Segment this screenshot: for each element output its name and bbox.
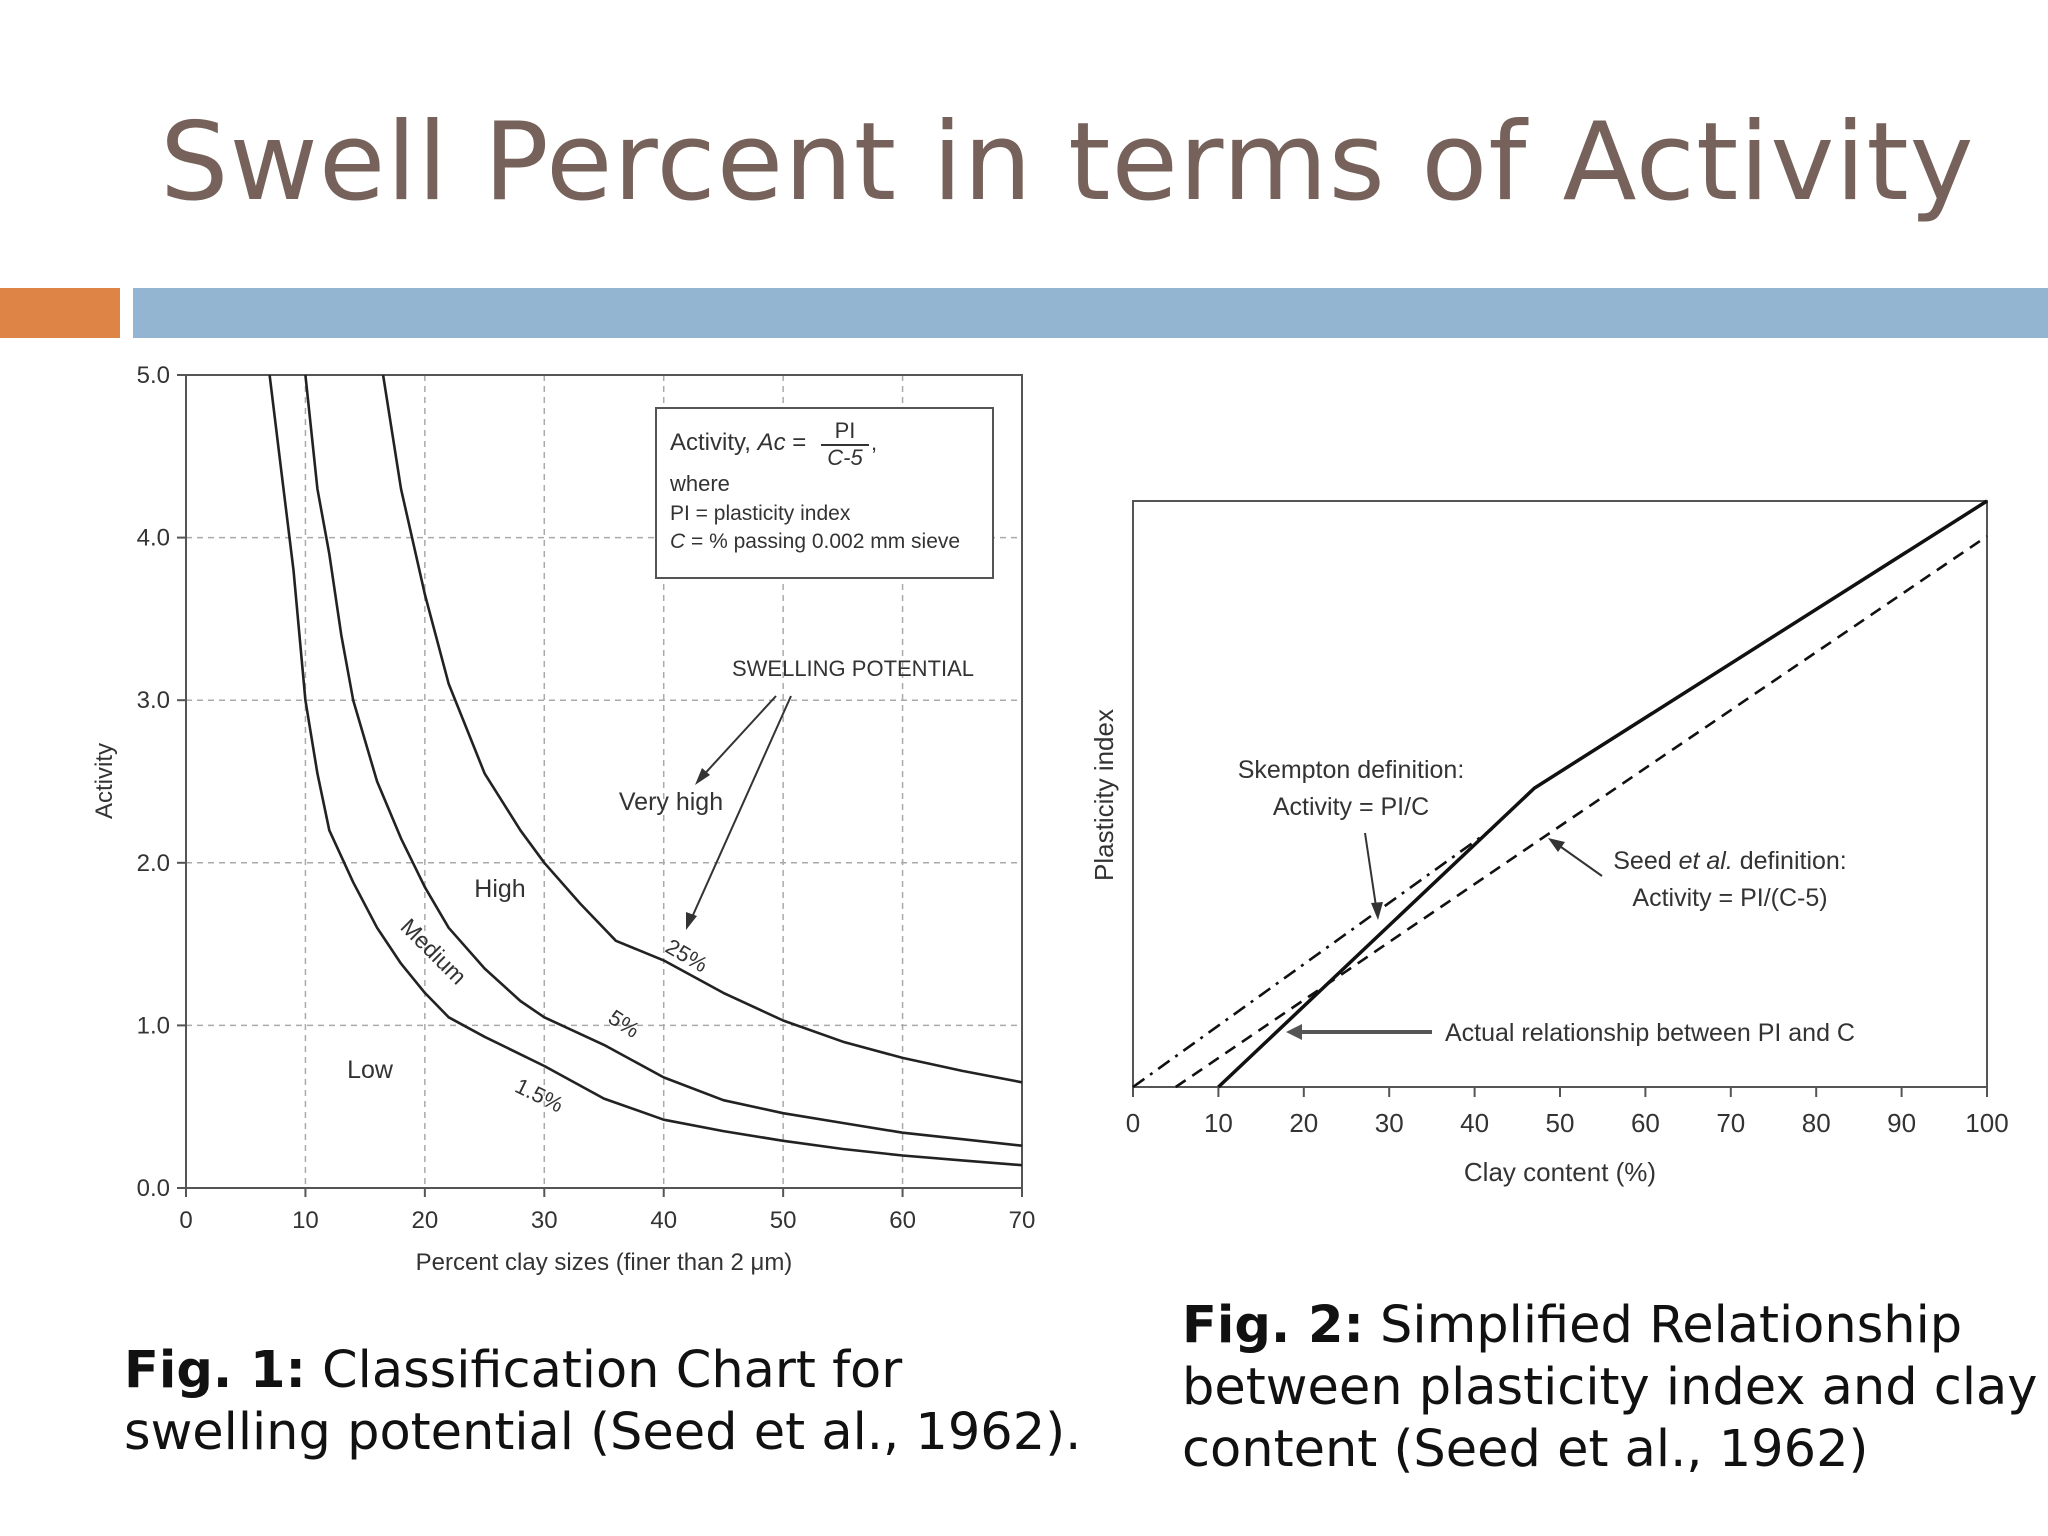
- fig1-arrowhead-very-high: [695, 768, 710, 785]
- fig1-x-tick-label: 50: [770, 1207, 797, 1234]
- fig1-arrow-25: [688, 695, 792, 925]
- fig2-x-tick-label: 10: [1204, 1108, 1233, 1138]
- fig2-seed-label-line1: Seed et al. definition:: [1613, 847, 1847, 875]
- fig2-skempton-label-line1: Skempton definition:: [1238, 756, 1465, 784]
- fig2-caption-label: Fig. 2:: [1182, 1296, 1364, 1355]
- fig2-skempton-arrow: [1364, 832, 1378, 914]
- fig2-line-skempton: [1132, 828, 1493, 1089]
- fig1-y-tick-label: 1.0: [137, 1012, 170, 1039]
- fig2-seed-label-line2: Activity = PI/(C-5): [1632, 884, 1827, 912]
- fig1-y-tick-label: 0.0: [137, 1175, 170, 1202]
- fig1-x-tick-label: 30: [531, 1207, 558, 1234]
- fig1-curve-1-5: [268, 374, 1023, 1167]
- fig2-x-tick-label: 20: [1289, 1108, 1318, 1138]
- fig1-curve-label-15: 1.5%: [511, 1073, 567, 1117]
- fig1-formula-pi-def: PI = plasticity index: [670, 502, 851, 525]
- fig1-x-tick-label: 70: [1009, 1207, 1036, 1234]
- fig1-y-tick-label: 2.0: [137, 850, 170, 877]
- fig2-x-tick-label: 0: [1126, 1108, 1140, 1138]
- fig1-caption: Fig. 1: Classification Chart for swellin…: [124, 1340, 1124, 1464]
- fig2-x-tick-label: 70: [1716, 1108, 1745, 1138]
- fig2-actual-arrowhead: [1286, 1024, 1302, 1040]
- fig1-caption-text: Classification Chart for swelling potent…: [124, 1341, 1082, 1462]
- fig1-curve-5: [304, 374, 1023, 1147]
- accent-bar-orange: [0, 288, 120, 338]
- fig2-x-tick-label: 60: [1631, 1108, 1660, 1138]
- fig1-arrowhead-25: [686, 912, 697, 930]
- fig1-curve-label-25: 25%: [661, 934, 712, 978]
- fig1-formula-where: where: [669, 471, 730, 496]
- fig2-chart: 0 10 20 30 40 50 60 70 80 90 100 Clay content (%) …: [1089, 499, 2009, 1187]
- accent-bar-blue: [133, 288, 2048, 338]
- fig2-caption-text: Simplified Relationship between plastici…: [1182, 1296, 2038, 1479]
- fig2-frame: [1132, 500, 1988, 1088]
- fig2-x-axis-label: Clay content (%): [1464, 1157, 1656, 1187]
- fig1-curves: [268, 374, 1023, 1167]
- fig2-seed-arrow: [1553, 841, 1603, 877]
- slide-title: Swell Percent in terms of Activity: [160, 100, 1975, 225]
- fig1-caption-label: Fig. 1:: [124, 1341, 306, 1400]
- fig1-frame: [185, 374, 1023, 1189]
- fig2-y-axis-label: Plasticity index: [1089, 709, 1119, 881]
- fig1-y-tick-label: 3.0: [137, 687, 170, 714]
- fig2-curves: [1132, 499, 1988, 1089]
- fig1-region-medium: Medium: [396, 913, 472, 989]
- fig2-line-seed: [1174, 535, 1988, 1089]
- fig1-formula-comma: ,: [871, 430, 877, 455]
- fig2-caption: Fig. 2: Simplified Relationship between …: [1182, 1295, 2042, 1481]
- fig2-actual-label: Actual relationship between PI and C: [1445, 1019, 1855, 1047]
- fig2-x-tick-label: 100: [1965, 1108, 2008, 1138]
- fig1-y-ticks: 0.0 1.0 2.0 3.0 4.0 5.0: [137, 362, 186, 1202]
- fig2-seed-arrowhead: [1548, 838, 1565, 852]
- fig1-x-tick-label: 60: [889, 1207, 916, 1234]
- fig1-arrow-very-high: [698, 695, 777, 781]
- fig1-y-tick-label: 4.0: [137, 525, 170, 552]
- fig1-formula-numerator: PI: [835, 418, 856, 443]
- fig2-x-tick-label: 90: [1887, 1108, 1916, 1138]
- fig2-line-actual: [1217, 499, 1988, 1089]
- fig1-curve-25: [381, 374, 1023, 1084]
- fig1-swelling-potential-label: SWELLING POTENTIAL: [732, 656, 974, 681]
- fig1-region-high: High: [474, 875, 525, 903]
- fig1-y-tick-label: 5.0: [137, 362, 170, 389]
- fig1-x-ticks: 0 10 20 30 40 50 60 70: [179, 1188, 1035, 1234]
- fig1-chart: 0 10 20 30 40 50 60 70 0.0 1.0 2.0 3.0 4.0 5.0 Perce…: [91, 362, 1035, 1276]
- fig2-x-tick-label: 30: [1375, 1108, 1404, 1138]
- fig2-x-tick-label: 50: [1546, 1108, 1575, 1138]
- fig1-x-tick-label: 40: [650, 1207, 677, 1234]
- fig2-x-tick-label: 80: [1802, 1108, 1831, 1138]
- fig1-region-low: Low: [347, 1056, 394, 1084]
- fig1-x-tick-label: 0: [179, 1207, 192, 1234]
- fig1-x-axis-label: Percent clay sizes (finer than 2 μm): [416, 1249, 793, 1276]
- fig1-formula-denominator: C-5: [827, 445, 863, 470]
- fig2-skempton-label-line2: Activity = PI/C: [1273, 793, 1429, 821]
- fig1-formula-line1: Activity, Ac =: [670, 429, 806, 456]
- fig1-region-very-high: Very high: [619, 788, 723, 816]
- fig1-x-tick-label: 20: [412, 1207, 439, 1234]
- fig2-skempton-arrowhead: [1371, 902, 1383, 920]
- fig1-formula-box: [655, 407, 994, 579]
- fig1-formula-c-def: C = % passing 0.002 mm sieve: [670, 530, 960, 553]
- fig2-x-ticks: 0 10 20 30 40 50 60 70 80 90 100: [1126, 1087, 2009, 1138]
- fig1-x-tick-label: 10: [292, 1207, 319, 1234]
- fig2-x-tick-label: 40: [1460, 1108, 1489, 1138]
- fig1-curve-label-5: 5%: [604, 1005, 644, 1043]
- fig1-y-axis-label: Activity: [91, 743, 118, 819]
